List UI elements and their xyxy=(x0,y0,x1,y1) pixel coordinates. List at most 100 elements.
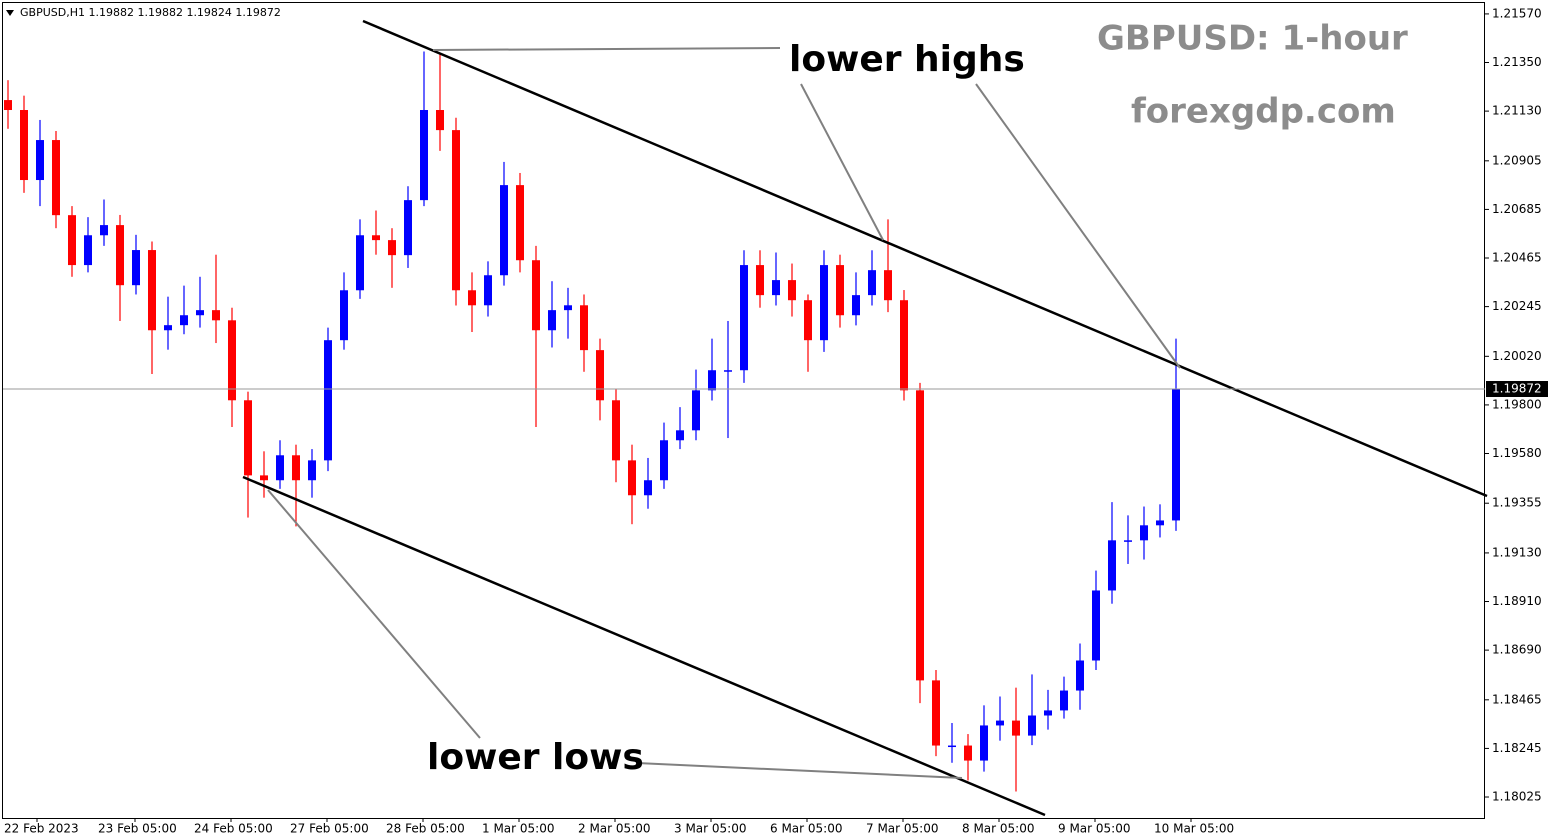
candle-body xyxy=(260,475,268,481)
candle-body xyxy=(756,265,764,296)
candle-body xyxy=(308,460,316,481)
candle-body xyxy=(292,455,300,481)
last-price-label: 1.19872 xyxy=(1492,382,1542,396)
candle-body xyxy=(628,460,636,496)
candle-body xyxy=(836,265,844,316)
candle-body xyxy=(180,315,188,326)
candle-body xyxy=(1012,720,1020,736)
candle-body xyxy=(948,745,956,748)
y-tick-label: 1.18690 xyxy=(1492,643,1542,657)
y-tick-label: 1.21350 xyxy=(1492,55,1542,69)
candle-body xyxy=(340,290,348,341)
y-tick-label: 1.20685 xyxy=(1492,202,1542,216)
candle-body xyxy=(500,185,508,276)
x-tick-label: 23 Feb 05:00 xyxy=(98,822,177,836)
candle-body xyxy=(52,140,60,216)
y-tick-label: 1.18025 xyxy=(1492,790,1542,804)
candle-body xyxy=(1172,389,1180,521)
x-tick-label: 10 Mar 05:00 xyxy=(1154,822,1234,836)
last-price-box xyxy=(1486,381,1548,398)
y-tick-label: 1.18245 xyxy=(1492,741,1542,755)
x-tick-label: 28 Feb 05:00 xyxy=(386,822,465,836)
candle-body xyxy=(676,430,684,441)
y-tick-label: 1.21570 xyxy=(1492,6,1542,20)
candle-body xyxy=(4,100,12,111)
x-tick-label: 9 Mar 05:00 xyxy=(1058,822,1131,836)
candle-body xyxy=(404,200,412,256)
candle-body xyxy=(644,480,652,496)
watermark-title: GBPUSD: 1-hour xyxy=(1097,19,1408,59)
candle-body xyxy=(996,720,1004,726)
y-tick-label: 1.19580 xyxy=(1492,446,1542,460)
candle-body xyxy=(660,440,668,481)
candle-body xyxy=(516,185,524,261)
candle-body xyxy=(1060,690,1068,711)
candle-body xyxy=(116,225,124,286)
lower-trendline xyxy=(242,475,1046,817)
pointer xyxy=(267,489,481,739)
candle-body xyxy=(852,295,860,316)
candle-body xyxy=(100,225,108,236)
candle-body xyxy=(900,300,908,391)
upper-trendline xyxy=(362,19,1488,498)
y-tick-label: 1.20465 xyxy=(1492,251,1542,265)
y-tick-label: 1.19800 xyxy=(1492,397,1542,411)
x-tick-label: 3 Mar 05:00 xyxy=(674,822,747,836)
candle-body xyxy=(692,390,700,431)
candle-body xyxy=(132,250,140,286)
candle-body xyxy=(1156,520,1164,526)
y-tick-label: 1.20245 xyxy=(1492,299,1542,313)
y-tick-label: 1.18465 xyxy=(1492,692,1542,706)
y-tick-label: 1.20020 xyxy=(1492,349,1542,363)
candle-body xyxy=(1044,710,1052,716)
candle-body xyxy=(164,325,172,331)
annotation: lower lows xyxy=(427,737,644,778)
x-tick-label: 6 Mar 05:00 xyxy=(770,822,843,836)
x-tick-label: 8 Mar 05:00 xyxy=(962,822,1035,836)
menu-arrow[interactable] xyxy=(6,10,14,16)
candle-body xyxy=(820,265,828,341)
candle-body xyxy=(356,235,364,291)
annotation: lower highs xyxy=(789,39,1025,80)
candle-body xyxy=(452,130,460,291)
candle-body xyxy=(388,240,396,256)
candle-body xyxy=(20,110,28,181)
pointer xyxy=(636,762,963,779)
candle-body xyxy=(212,310,220,321)
pointer xyxy=(975,83,1181,369)
candle-body xyxy=(916,390,924,681)
candle-body xyxy=(1124,540,1132,542)
candle-body xyxy=(868,270,876,296)
candle-body xyxy=(468,290,476,306)
candle-body xyxy=(36,140,44,181)
y-tick-label: 1.19355 xyxy=(1492,496,1542,510)
candle-body xyxy=(1028,715,1036,736)
y-tick-label: 1.20905 xyxy=(1492,153,1542,167)
watermark-site: forexgdp.com xyxy=(1131,92,1396,132)
x-tick-label: 2 Mar 05:00 xyxy=(578,822,651,836)
candle-body xyxy=(324,340,332,461)
candle-body xyxy=(788,280,796,301)
candle-body xyxy=(84,235,92,266)
candle-body xyxy=(804,300,812,341)
candle-body xyxy=(1140,525,1148,541)
candle-body xyxy=(884,270,892,301)
candle-body xyxy=(228,320,236,401)
plot-frame xyxy=(2,2,1485,819)
x-tick-label: 7 Mar 05:00 xyxy=(866,822,939,836)
candle-body xyxy=(724,370,732,372)
candle-body xyxy=(436,110,444,131)
candle-body xyxy=(1076,660,1084,691)
candle-body xyxy=(740,265,748,371)
y-tick-label: 1.18910 xyxy=(1492,594,1542,608)
candle-body xyxy=(68,215,76,266)
annotation-pointers xyxy=(267,47,1181,779)
candle-body xyxy=(564,305,572,311)
candle-body xyxy=(372,235,380,241)
pointer xyxy=(432,47,781,51)
candle-body xyxy=(612,400,620,461)
candle-body xyxy=(580,305,588,351)
candle-body xyxy=(1092,590,1100,661)
candle-body xyxy=(532,260,540,331)
x-tick-label: 22 Feb 2023 xyxy=(4,822,79,836)
